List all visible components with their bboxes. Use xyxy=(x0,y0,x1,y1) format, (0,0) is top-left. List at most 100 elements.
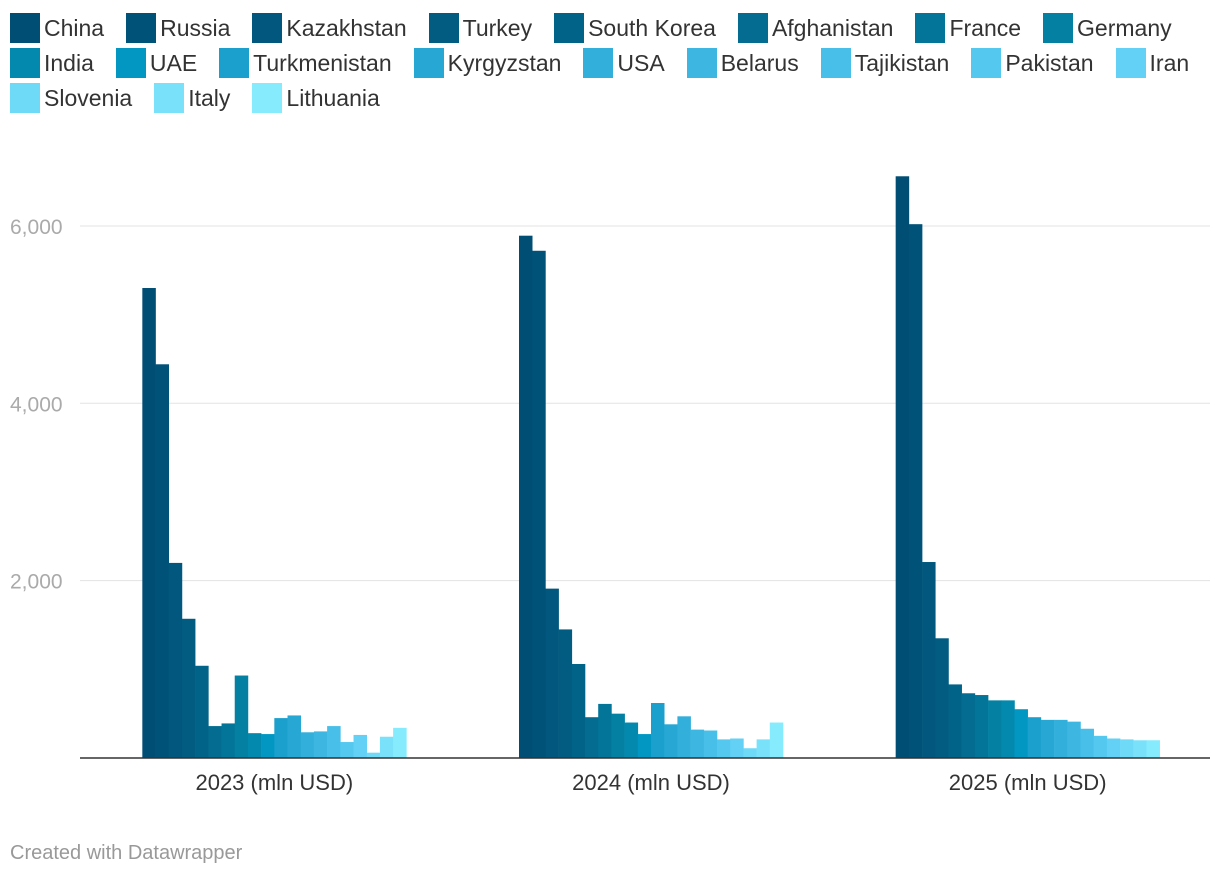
bar xyxy=(1040,719,1055,758)
bar xyxy=(247,733,262,758)
legend-swatch xyxy=(1115,47,1146,78)
bar xyxy=(519,235,533,758)
legend-label: Turkey xyxy=(462,14,533,41)
bar xyxy=(195,665,209,758)
bar xyxy=(611,713,625,758)
bar xyxy=(948,684,962,758)
bar xyxy=(234,675,249,758)
bar xyxy=(895,176,910,758)
legend-swatch xyxy=(686,47,717,78)
legend-item: Kazakhstan xyxy=(252,12,407,43)
legend-swatch xyxy=(115,47,146,78)
legend-swatch xyxy=(428,12,459,43)
bar xyxy=(300,732,315,758)
legend-row: China Russia Kazakhstan Turkey South Korea Af… xyxy=(10,10,1215,45)
legend-label: Turkmenistan xyxy=(253,49,392,76)
legend-item: Iran xyxy=(1115,47,1190,78)
legend-label: Belarus xyxy=(720,49,799,76)
legend-swatch xyxy=(971,47,1002,78)
x-axis-category-labels: 2023 (mln USD) 2024 (mln USD) 2025 (mln US… xyxy=(195,770,1106,795)
legend-swatch xyxy=(915,12,946,43)
legend-item: UAE xyxy=(115,47,198,78)
legend-item: Belarus xyxy=(686,47,799,78)
legend-item: Afghanistan xyxy=(737,12,893,43)
bar xyxy=(908,224,923,759)
bar xyxy=(1014,709,1028,758)
bar xyxy=(340,742,354,758)
legend-label: Lithuania xyxy=(286,84,380,111)
bar xyxy=(717,739,731,758)
legend-label: Tajikistan xyxy=(854,49,950,76)
legend-item: Pakistan xyxy=(971,47,1094,78)
bar xyxy=(1001,700,1015,758)
legend-label: Slovenia xyxy=(44,84,133,111)
bar xyxy=(571,664,586,758)
legend-swatch xyxy=(820,47,851,78)
bar xyxy=(637,734,652,758)
legend-label: China xyxy=(44,14,105,41)
legend-swatch xyxy=(1043,12,1074,43)
legend-item: Slovenia xyxy=(10,82,133,113)
legend-label: Italy xyxy=(188,84,231,111)
bar xyxy=(703,730,718,758)
legend-swatch xyxy=(413,47,444,78)
legend-swatch xyxy=(583,47,614,78)
y-tick-label: 2,000 xyxy=(10,571,63,594)
bar xyxy=(532,250,546,758)
legend-item: Tajikistan xyxy=(820,47,950,78)
legend-item: Turkmenistan xyxy=(219,47,392,78)
bar xyxy=(1027,717,1042,758)
bar xyxy=(181,618,196,758)
legend-label: USA xyxy=(617,49,665,76)
bar xyxy=(730,738,744,758)
bar xyxy=(677,716,691,758)
legend-swatch xyxy=(10,82,40,113)
bar xyxy=(756,739,771,758)
bar xyxy=(393,727,407,758)
legend: China Russia Kazakhstan Turkey South Korea Af… xyxy=(10,10,1215,115)
credit-text: Created with Datawrapper xyxy=(10,842,243,864)
bar xyxy=(664,724,678,758)
bar xyxy=(558,629,573,758)
legend-label: Iran xyxy=(1149,49,1190,76)
legend-swatch xyxy=(154,82,185,113)
bar xyxy=(961,693,976,758)
y-tick-label: 6,000 xyxy=(10,216,63,239)
y-tick-label: 4,000 xyxy=(10,393,63,416)
bar xyxy=(1146,740,1160,758)
legend-swatch xyxy=(10,47,40,78)
legend-item: Kyrgyzstan xyxy=(413,47,562,78)
bar xyxy=(598,703,612,758)
legend-item: India xyxy=(10,47,94,78)
legend-item: China xyxy=(10,12,105,43)
bar xyxy=(1080,728,1094,758)
bar xyxy=(366,752,381,758)
x-category-label: 2025 (mln USD) xyxy=(949,770,1107,795)
bar xyxy=(1120,739,1134,758)
bar xyxy=(168,562,183,758)
bar xyxy=(379,736,394,758)
bar xyxy=(974,695,989,758)
bar xyxy=(922,562,936,758)
legend-label: France xyxy=(949,14,1022,41)
bar xyxy=(585,717,599,758)
legend-item: Germany xyxy=(1043,12,1172,43)
bar xyxy=(690,729,705,758)
legend-label: Kyrgyzstan xyxy=(447,49,562,76)
legend-swatch xyxy=(126,12,157,43)
legend-label: UAE xyxy=(149,49,198,76)
legend-item: South Korea xyxy=(554,12,716,43)
y-axis-tick-labels: 2,000 4,000 6,000 xyxy=(10,216,63,594)
bar xyxy=(988,700,1002,758)
legend-row: Slovenia Italy Lithuania xyxy=(10,80,1215,115)
bar xyxy=(261,734,275,758)
legend-label: Germany xyxy=(1077,14,1172,41)
legend-label: Kazakhstan xyxy=(286,14,407,41)
bar xyxy=(1133,740,1147,758)
bar xyxy=(651,703,665,758)
bar xyxy=(287,715,302,758)
x-category-label: 2024 (mln USD) xyxy=(572,770,730,795)
legend-item: Russia xyxy=(126,12,230,43)
bar xyxy=(221,723,236,758)
